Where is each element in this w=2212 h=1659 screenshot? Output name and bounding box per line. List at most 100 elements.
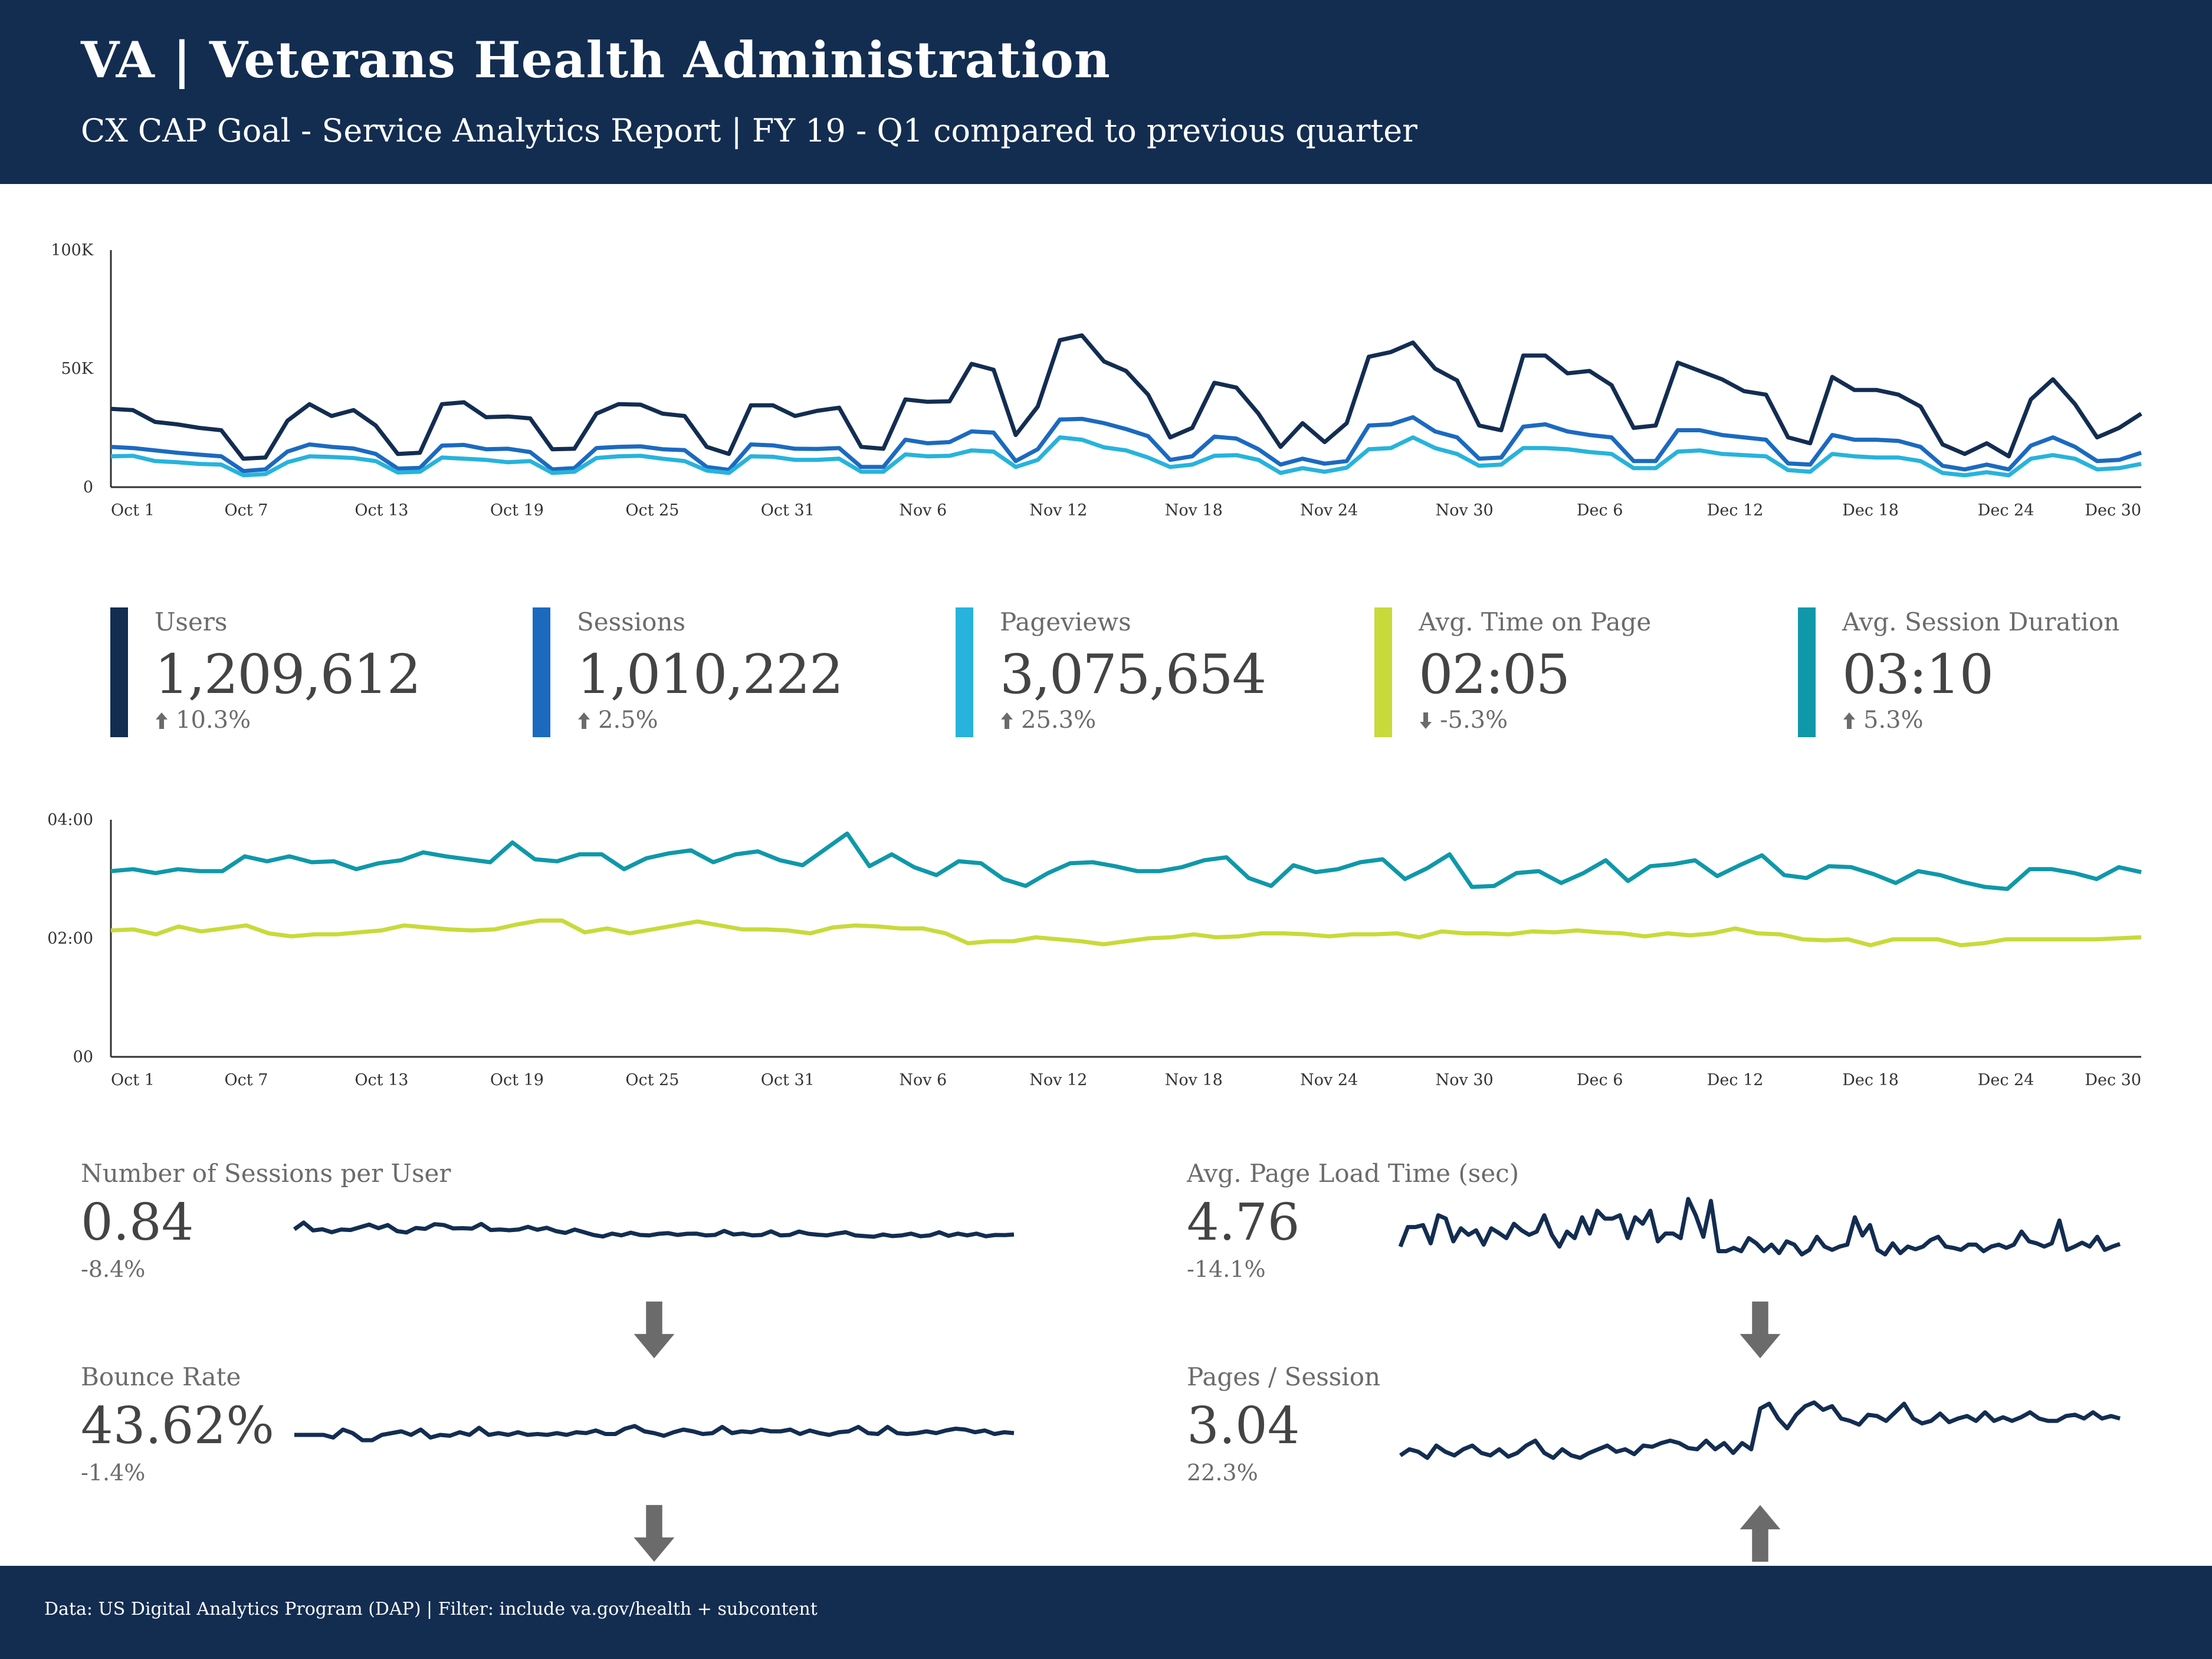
sessions-series-line <box>110 415 2142 474</box>
kpi-avg-time-on-page: Avg. Time on Page 02:05 -5.3% <box>1374 607 1705 737</box>
traffic-line-chart: 0 50K 100K Oct 1 Oct 7 Oct 13 Oct 19 Oct 25 Oct … <box>51 241 2142 520</box>
pages-per-session-sparkline <box>1399 1400 2121 1460</box>
users-color-bar <box>110 607 128 737</box>
duration-line-chart: 00 02:00 04:00 Oct 1 Oct 7 Oct 13 Oct 19 Oct 25… <box>47 811 2142 1089</box>
kpi-change: 25.3% <box>1000 707 1096 734</box>
arrow-up-icon <box>578 712 590 729</box>
arrow-up-icon <box>156 712 168 729</box>
arrow-up-icon <box>1740 1504 1781 1562</box>
page-title: VA | Veterans Health Administration <box>81 31 1111 89</box>
users-series-line <box>110 333 2142 461</box>
y-tick-label: 02:00 <box>47 929 93 948</box>
metric-change: 22.3% <box>1187 1460 1781 1562</box>
kpi-change: 5.3% <box>1842 707 1924 734</box>
metric-pages-per-session: Pages / Session 3.04 22.3% <box>1187 1362 2212 1562</box>
x-tick-label: Dec 12 <box>1707 501 1764 520</box>
x-tick-label: Nov 12 <box>1029 501 1087 520</box>
kpi-users: Users 1,209,612 10.3% <box>110 607 441 737</box>
x-tick-label: Nov 18 <box>1165 1071 1223 1089</box>
x-tick-label: Oct 25 <box>625 501 679 520</box>
bounce_rate-series-line <box>294 1424 1015 1443</box>
metric-label: Bounce Rate <box>81 1362 241 1391</box>
kpi-value: 3,075,654 <box>1000 643 1266 706</box>
y-tick-label: 0 <box>83 478 93 497</box>
kpi-avg-session-duration: Avg. Session Duration 03:10 5.3% <box>1798 607 2128 737</box>
metric-change: -8.4% <box>81 1256 675 1359</box>
x-tick-label: Nov 24 <box>1300 501 1358 520</box>
x-tick-label: Dec 6 <box>1577 501 1623 520</box>
x-tick-label: Nov 6 <box>899 1071 947 1089</box>
x-tick-label: Nov 24 <box>1300 1071 1358 1089</box>
metric-value: 3.04 <box>1187 1397 1300 1456</box>
page-subtitle: CX CAP Goal - Service Analytics Report |… <box>81 112 1417 149</box>
avg_time_on_page-series-line <box>110 918 2142 948</box>
x-tick-label: Oct 13 <box>355 501 408 520</box>
x-tick-label: Oct 13 <box>355 1071 408 1089</box>
metric-label: Avg. Page Load Time (sec) <box>1187 1159 1519 1188</box>
bounce-rate-sparkline <box>294 1424 1015 1443</box>
sessions-color-bar <box>533 607 550 737</box>
kpi-label: Avg. Time on Page <box>1419 607 1652 636</box>
page-load-time-sparkline <box>1398 1197 2121 1257</box>
x-tick-label: Nov 30 <box>1436 501 1494 520</box>
x-tick-label: Nov 6 <box>899 501 947 520</box>
kpi-pageviews: Pageviews 3,075,654 25.3% <box>956 607 1286 737</box>
x-tick-label: Oct 25 <box>625 1071 679 1089</box>
y-tick-label: 04:00 <box>47 811 93 829</box>
x-tick-label: Oct 7 <box>225 1071 268 1089</box>
x-tick-label: Oct 31 <box>761 1071 815 1089</box>
avg_page_load_time-series-line <box>1398 1197 2121 1257</box>
x-tick-label: Nov 30 <box>1436 1071 1494 1089</box>
arrow-down-icon <box>1740 1301 1781 1359</box>
kpi-sessions: Sessions 1,010,222 2.5% <box>533 607 863 737</box>
y-tick-label: 50K <box>61 360 93 378</box>
metric-value: 43.62% <box>81 1397 274 1456</box>
sessions_per_user-series-line <box>293 1220 1015 1239</box>
x-tick-label: Oct 1 <box>111 501 155 520</box>
kpi-value: 1,209,612 <box>155 643 421 706</box>
y-tick-label: 100K <box>51 241 94 259</box>
x-tick-label: Dec 12 <box>1707 1071 1764 1089</box>
x-tick-label: Dec 18 <box>1842 501 1899 520</box>
pageviews-color-bar <box>956 607 973 737</box>
metric-value: 0.84 <box>81 1193 194 1252</box>
arrow-up-icon <box>1001 712 1013 729</box>
avg-session-color-bar <box>1798 607 1816 737</box>
avg_session_duration-series-line <box>110 831 2142 891</box>
kpi-value: 02:05 <box>1419 643 1570 706</box>
kpi-label: Users <box>155 607 228 636</box>
x-tick-label: Dec 6 <box>1577 1071 1623 1089</box>
x-tick-label: Nov 12 <box>1029 1071 1087 1089</box>
kpi-change: 10.3% <box>155 707 251 734</box>
x-tick-label: Oct 19 <box>490 1071 544 1089</box>
metric-value: 4.76 <box>1187 1193 1300 1252</box>
kpi-label: Sessions <box>577 607 686 636</box>
pageviews-series-line <box>110 435 2142 478</box>
sessions-per-user-sparkline <box>293 1220 1015 1239</box>
x-tick-label: Nov 18 <box>1165 501 1223 520</box>
x-tick-label: Dec 18 <box>1842 1071 1899 1089</box>
x-tick-label: Oct 7 <box>225 501 268 520</box>
footer-source-note: Data: US Digital Analytics Program (DAP)… <box>44 1599 818 1619</box>
pages_per_session-series-line <box>1399 1400 2121 1460</box>
kpi-value: 1,010,222 <box>577 643 844 706</box>
y-tick-label: 00 <box>73 1048 93 1066</box>
x-tick-label: Dec 30 <box>2085 1071 2141 1089</box>
x-tick-label: Dec 24 <box>1978 501 2034 520</box>
metric-label: Number of Sessions per User <box>81 1159 451 1188</box>
metric-change: -14.1% <box>1187 1256 1781 1359</box>
x-tick-label: Dec 24 <box>1978 1071 2034 1089</box>
metric-sessions-per-user: Number of Sessions per User 0.84 -8.4% <box>81 1159 1143 1359</box>
report-header: VA | Veterans Health Administration CX C… <box>0 0 2212 184</box>
metric-bounce-rate: Bounce Rate 43.62% -1.4% <box>81 1362 1143 1562</box>
metric-label: Pages / Session <box>1187 1362 1381 1391</box>
x-tick-label: Oct 31 <box>761 501 815 520</box>
kpi-change: 2.5% <box>577 707 658 734</box>
kpi-change: -5.3% <box>1419 707 1508 734</box>
kpi-label: Pageviews <box>1000 607 1131 636</box>
metric-page-load-time: Avg. Page Load Time (sec) 4.76 -14.1% <box>1187 1159 2212 1359</box>
x-tick-label: Dec 30 <box>2085 501 2141 520</box>
x-tick-label: Oct 19 <box>490 501 544 520</box>
arrow-up-icon <box>1843 712 1855 729</box>
arrow-down-icon <box>634 1504 675 1562</box>
